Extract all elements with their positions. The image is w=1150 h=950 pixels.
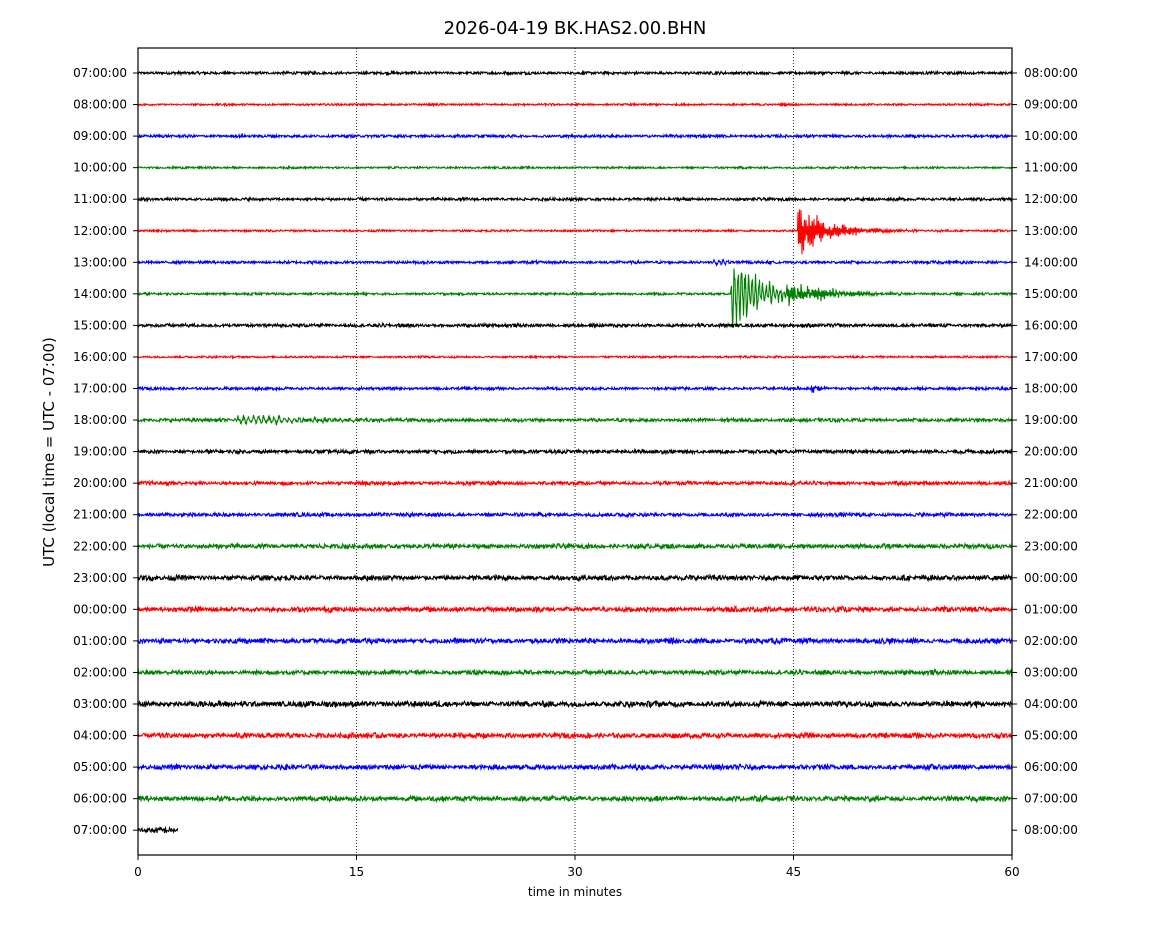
trace-row (137, 164, 1013, 171)
x-tick-label: 60 (1004, 865, 1019, 879)
chart-title: 2026-04-19 BK.HAS2.00.BHN (444, 18, 707, 39)
axes: 0 15 30 45 60 07:00:00 08:00:00 09:00:00 10:00:0… (73, 66, 1078, 879)
right-tick-label: 17:00:00 (1024, 350, 1078, 364)
right-tick-label: 15:00:00 (1024, 287, 1078, 301)
trace-row (137, 268, 1013, 328)
x-tick-label: 0 (134, 865, 142, 879)
x-tick-label: 30 (567, 865, 582, 879)
trace-row (137, 636, 1013, 646)
right-tick-label: 13:00:00 (1024, 224, 1078, 238)
left-tick-label: 20:00:00 (73, 476, 127, 490)
right-tick-label: 04:00:00 (1024, 697, 1078, 711)
left-tick-label: 18:00:00 (73, 413, 127, 427)
right-tick-label: 07:00:00 (1024, 792, 1078, 806)
left-tick-label: 17:00:00 (73, 382, 127, 396)
x-axis-label: time in minutes (528, 885, 622, 899)
right-tick-label: 08:00:00 (1024, 66, 1078, 80)
left-tick-label: 12:00:00 (73, 224, 127, 238)
trace-row (137, 384, 1013, 393)
right-tick-label: 18:00:00 (1024, 382, 1078, 396)
right-tick-label: 20:00:00 (1024, 445, 1078, 459)
left-tick-label: 07:00:00 (73, 66, 127, 80)
left-tick-label: 06:00:00 (73, 792, 127, 806)
trace-row (137, 699, 1013, 710)
left-tick-label: 15:00:00 (73, 318, 127, 332)
left-tick-label: 19:00:00 (73, 445, 127, 459)
left-tick-label: 10:00:00 (73, 161, 127, 175)
left-tick-label: 16:00:00 (73, 350, 127, 364)
left-tick-label: 13:00:00 (73, 255, 127, 269)
left-tick-label: 00:00:00 (73, 602, 127, 616)
right-tick-label: 03:00:00 (1024, 665, 1078, 679)
seismic-traces (137, 69, 1013, 834)
left-tick-label: 05:00:00 (73, 760, 127, 774)
right-tick-label: 16:00:00 (1024, 318, 1078, 332)
left-tick-label: 22:00:00 (73, 539, 127, 553)
x-tick-label: 15 (349, 865, 364, 879)
trace-row (137, 209, 1013, 255)
right-tick-label: 19:00:00 (1024, 413, 1078, 427)
right-tick-label: 22:00:00 (1024, 508, 1078, 522)
left-tick-label: 01:00:00 (73, 634, 127, 648)
left-tick-label: 04:00:00 (73, 729, 127, 743)
right-tick-label: 11:00:00 (1024, 161, 1078, 175)
left-tick-label: 11:00:00 (73, 192, 127, 206)
right-tick-label: 00:00:00 (1024, 571, 1078, 585)
x-tick-label: 45 (786, 865, 801, 879)
trace-row (137, 604, 1013, 615)
left-tick-label: 23:00:00 (73, 571, 127, 585)
y-axis-label: UTC (local time = UTC - 07:00) (40, 337, 58, 567)
trace-row (137, 510, 1013, 519)
right-tick-label: 05:00:00 (1024, 729, 1078, 743)
right-tick-label: 09:00:00 (1024, 98, 1078, 112)
trace-row (137, 258, 1013, 268)
trace-row (137, 541, 1013, 551)
trace-row (137, 321, 1013, 329)
trace-row (137, 479, 1013, 488)
trace-row (137, 762, 1013, 772)
trace-row (137, 195, 1013, 203)
trace-row (137, 793, 1013, 804)
trace-row (137, 825, 179, 834)
right-tick-label: 01:00:00 (1024, 602, 1078, 616)
right-tick-label: 23:00:00 (1024, 539, 1078, 553)
right-tick-label: 10:00:00 (1024, 129, 1078, 143)
trace-row (137, 69, 1013, 77)
right-tick-label: 08:00:00 (1024, 823, 1078, 837)
left-tick-label: 02:00:00 (73, 665, 127, 679)
trace-row (137, 414, 1013, 426)
left-tick-label: 09:00:00 (73, 129, 127, 143)
left-tick-label: 07:00:00 (73, 823, 127, 837)
right-tick-label: 14:00:00 (1024, 255, 1078, 269)
right-tick-label: 21:00:00 (1024, 476, 1078, 490)
trace-row (137, 667, 1013, 677)
right-tick-label: 02:00:00 (1024, 634, 1078, 648)
trace-row (137, 447, 1013, 456)
trace-row (137, 132, 1013, 140)
trace-row (137, 731, 1013, 741)
trace-row (137, 573, 1013, 583)
trace-row (137, 354, 1013, 360)
left-tick-label: 14:00:00 (73, 287, 127, 301)
grid-lines (356, 48, 794, 855)
left-tick-label: 21:00:00 (73, 508, 127, 522)
right-tick-label: 12:00:00 (1024, 192, 1078, 206)
right-tick-label: 06:00:00 (1024, 760, 1078, 774)
left-tick-label: 08:00:00 (73, 98, 127, 112)
trace-row (137, 101, 1012, 108)
left-tick-label: 03:00:00 (73, 697, 127, 711)
